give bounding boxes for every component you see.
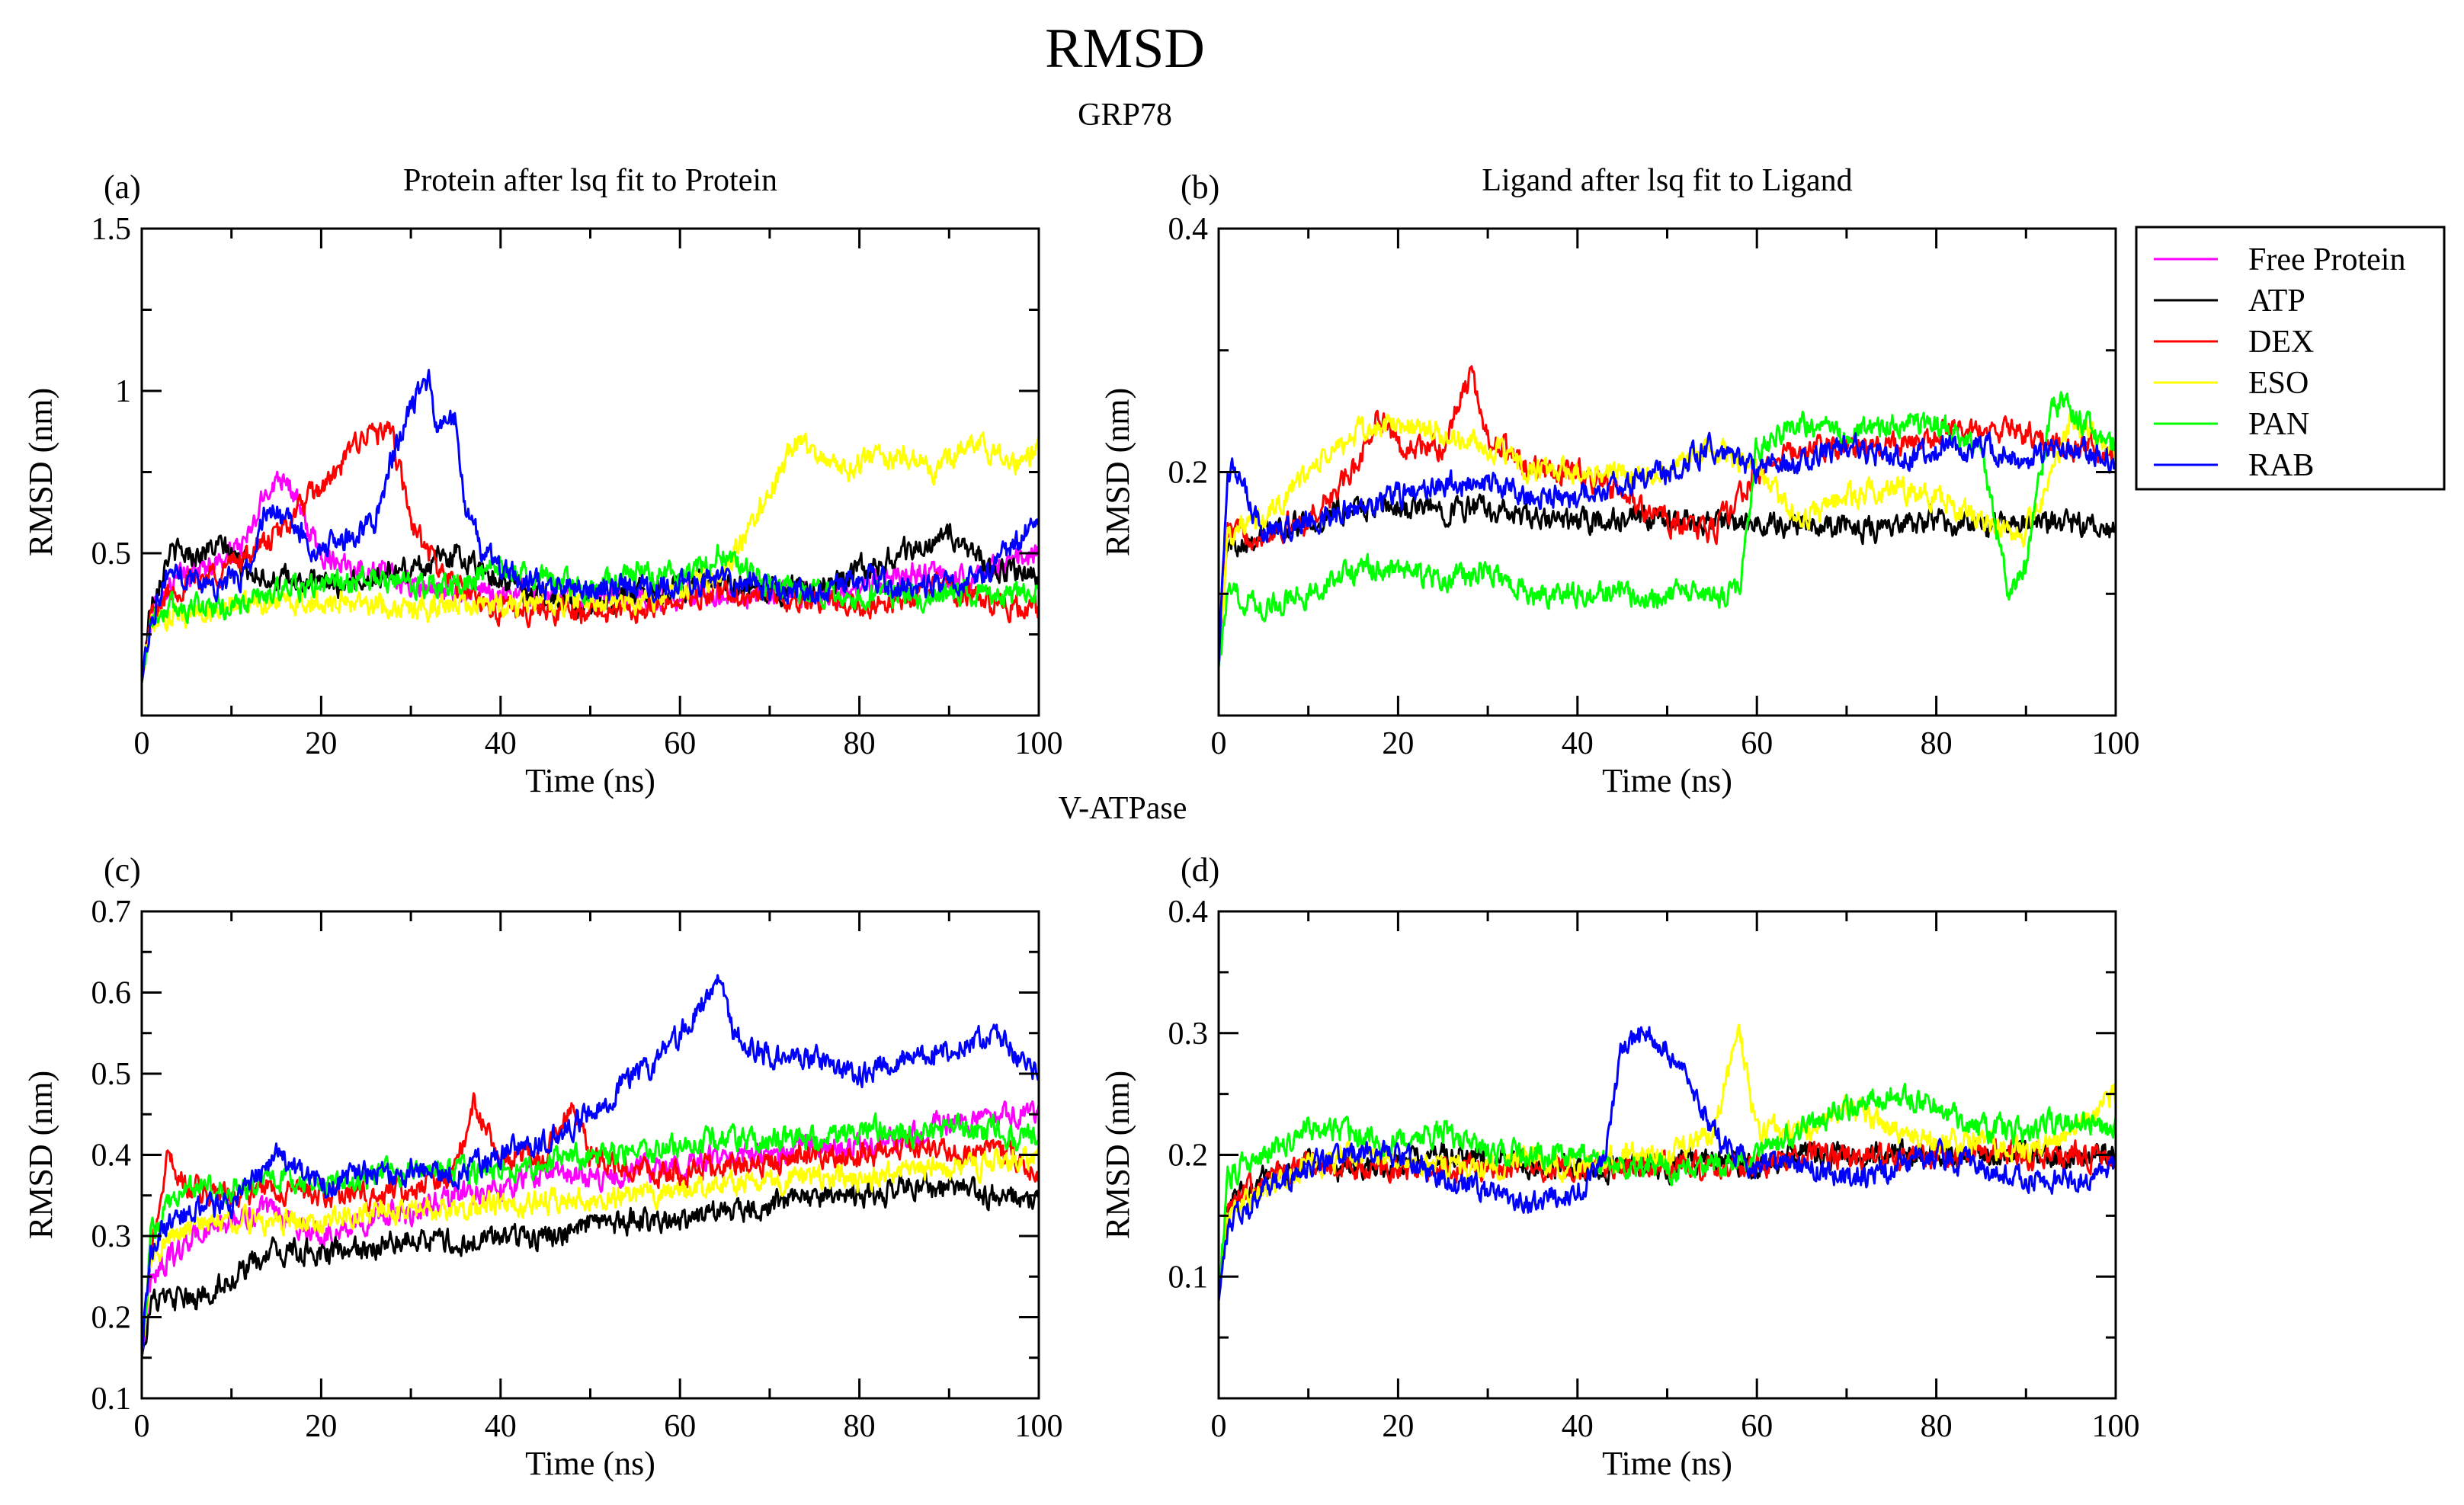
legend-label: Free Protein	[2248, 242, 2405, 277]
x-tick-label: 100	[2092, 726, 2140, 761]
y-tick-label: 0.1	[1168, 1260, 1209, 1295]
x-tick-label: 20	[1382, 1409, 1414, 1444]
x-tick-label: 100	[1015, 726, 1063, 761]
panel-label: (a)	[104, 168, 141, 206]
x-tick-label: 60	[664, 726, 696, 761]
x-tick-label: 60	[664, 1409, 696, 1444]
y-axis-label: RMSD (nm)	[1099, 1071, 1136, 1239]
x-tick-label: 0	[134, 1409, 150, 1444]
legend-box	[2135, 226, 2446, 491]
x-tick-label: 40	[485, 726, 517, 761]
x-tick-label: 0	[1211, 1409, 1227, 1444]
legend-label: RAB	[2248, 448, 2314, 483]
legend: Free Protein ATP DEX ESO PAN RAB	[2135, 226, 2446, 491]
legend-label: DEX	[2248, 325, 2314, 360]
series-line-rab	[142, 369, 1039, 684]
series-group	[1219, 1023, 2116, 1302]
series-line-dex	[1219, 365, 2116, 668]
series-group	[142, 974, 1039, 1359]
panel-c: 0 20 40 60 80 100 0.1 0.2 0.3 0.4 0.5 0.6 0.7 Time (n…	[22, 851, 1063, 1482]
x-tick-label: 40	[485, 1409, 517, 1444]
x-tick-label: 80	[844, 1409, 876, 1444]
series-group	[142, 369, 1039, 684]
panel-label: (b)	[1181, 168, 1219, 206]
legend-items: Free Protein ATP DEX ESO PAN RAB	[2154, 242, 2405, 483]
series-line-pan	[1219, 391, 2116, 668]
x-tick-label: 100	[1015, 1409, 1063, 1444]
x-axis-label: Time (ns)	[525, 1445, 655, 1482]
panel-title: Ligand after lsq fit to Ligand	[1482, 163, 1852, 198]
x-axis-label: Time (ns)	[1602, 762, 1732, 799]
y-tick-label: 0.4	[1168, 212, 1209, 247]
series-group	[1219, 365, 2116, 668]
x-tick-label: 100	[2092, 1409, 2140, 1444]
y-tick-label: 0.2	[91, 1301, 132, 1336]
x-axis-label: Time (ns)	[1602, 1445, 1732, 1482]
legend-label: ATP	[2248, 283, 2305, 319]
y-tick-label: 0.5	[91, 536, 132, 572]
x-tick-label: 20	[1382, 726, 1414, 761]
panel-b: 0 20 40 60 80 100 0.2 0.4 Time (ns) RMSD (nm) (b) L…	[1099, 163, 2140, 799]
y-axis-label: RMSD (nm)	[22, 1071, 59, 1239]
series-line-atp	[142, 1170, 1039, 1359]
x-tick-label: 0	[1211, 726, 1227, 761]
figure-title: RMSD	[1045, 18, 1205, 80]
y-tick-label: 0.3	[91, 1219, 132, 1254]
panel-label: (c)	[104, 851, 141, 889]
x-tick-label: 80	[844, 726, 876, 761]
panel-label: (d)	[1181, 851, 1219, 889]
panel-d: 0 20 40 60 80 100 0.1 0.2 0.3 0.4 Time (ns) RMSD (n…	[1099, 851, 2140, 1482]
y-tick-label: 0.7	[91, 895, 132, 930]
series-line-rab	[1219, 431, 2116, 668]
legend-label: ESO	[2248, 366, 2309, 401]
x-tick-label: 20	[305, 726, 337, 761]
series-line-pan	[142, 1112, 1039, 1358]
legend-label: PAN	[2248, 407, 2309, 442]
x-axis-label: Time (ns)	[525, 762, 655, 799]
y-tick-label: 0.2	[1168, 1138, 1209, 1174]
series-line-pan	[1219, 1082, 2116, 1302]
x-tick-label: 60	[1741, 1409, 1773, 1444]
x-tick-label: 80	[1921, 726, 1953, 761]
y-axis-label: RMSD (nm)	[1099, 388, 1136, 556]
series-line-eso	[142, 1145, 1039, 1358]
series-line-rab	[142, 974, 1039, 1358]
y-tick-label: 1	[115, 374, 131, 409]
series-line-rab	[1219, 1026, 2116, 1302]
figure-subtitle-grp78: GRP78	[1078, 98, 1172, 133]
y-tick-label: 0.5	[91, 1057, 132, 1092]
x-tick-label: 0	[134, 726, 150, 761]
y-tick-label: 0.2	[1168, 456, 1209, 491]
y-axis-label: RMSD (nm)	[22, 388, 59, 556]
panel-a: 0 20 40 60 80 100 0.5 1 1.5 Time (ns) RMSD (nm) (a)…	[22, 163, 1063, 799]
x-tick-label: 60	[1741, 726, 1773, 761]
y-tick-label: 0.1	[91, 1382, 132, 1417]
y-tick-label: 0.4	[1168, 895, 1209, 930]
panel-title: Protein after lsq fit to Protein	[403, 163, 777, 198]
x-tick-label: 20	[305, 1409, 337, 1444]
x-tick-label: 40	[1562, 726, 1594, 761]
y-tick-label: 0.6	[91, 976, 132, 1011]
figure-subtitle-vatpase: V-ATPase	[1059, 791, 1187, 826]
y-tick-label: 1.5	[91, 212, 132, 247]
y-tick-label: 0.4	[91, 1138, 132, 1174]
x-tick-label: 80	[1921, 1409, 1953, 1444]
x-tick-label: 40	[1562, 1409, 1594, 1444]
y-tick-label: 0.3	[1168, 1017, 1209, 1052]
